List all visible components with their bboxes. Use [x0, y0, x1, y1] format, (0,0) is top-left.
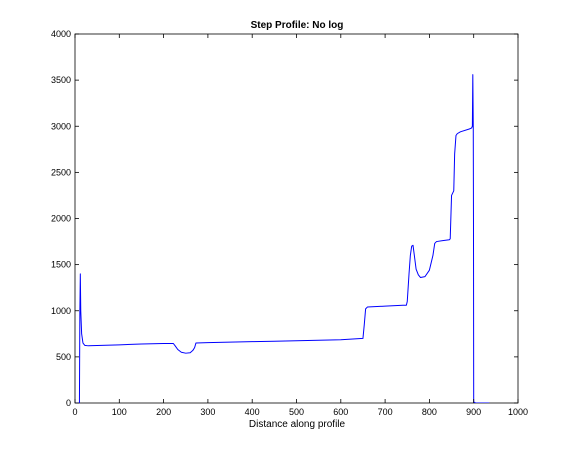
x-tick-label: 400	[245, 407, 260, 417]
y-tick-label: 3500	[51, 75, 71, 85]
y-tick-label: 4000	[51, 29, 71, 39]
y-tick-label: 500	[56, 352, 71, 362]
y-tick-label: 1000	[51, 306, 71, 316]
x-tick-label: 200	[156, 407, 171, 417]
x-tick-label: 500	[289, 407, 304, 417]
y-tick-label: 2500	[51, 167, 71, 177]
x-tick-label: 600	[333, 407, 348, 417]
x-tick-label: 900	[466, 407, 481, 417]
x-axis-label: Distance along profile	[249, 419, 346, 430]
y-tick-label: 0	[66, 398, 71, 408]
series-layer	[75, 74, 490, 403]
y-tick-label: 3000	[51, 121, 71, 131]
x-axis: 0 100 200 300 400 500 600 700 800 900 1000	[72, 34, 528, 417]
y-tick-label: 2000	[51, 214, 71, 224]
x-tick-label: 800	[422, 407, 437, 417]
x-tick-label: 100	[112, 407, 127, 417]
y-axis: 0 500 1000 1500 2000 2500 3000 3500 4000	[51, 29, 518, 408]
plot-area	[74, 33, 519, 404]
chart-title: Step Profile: No log	[251, 20, 344, 31]
y-tick-label: 1500	[51, 260, 71, 270]
x-tick-label: 0	[72, 407, 77, 417]
x-tick-label: 1000	[508, 407, 528, 417]
x-tick-label: 300	[200, 407, 215, 417]
axes-box	[74, 33, 519, 404]
series-line-profile	[75, 74, 490, 403]
x-tick-label: 700	[378, 407, 393, 417]
